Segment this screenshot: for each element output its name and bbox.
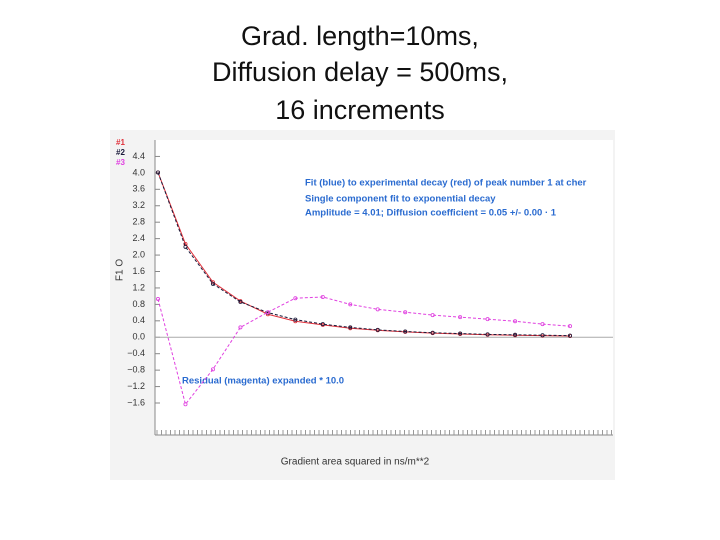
data-point (183, 244, 188, 249)
data-point (238, 299, 243, 304)
y-tick-label: −0.8 (127, 365, 145, 375)
data-point (348, 325, 353, 330)
y-tick-label: −0.4 (127, 348, 145, 358)
y-tick-label: 0.8 (132, 299, 145, 309)
data-point (155, 170, 160, 175)
y-tick-label: −1.2 (127, 381, 145, 391)
data-point (568, 324, 573, 329)
data-point (513, 319, 518, 324)
data-point (485, 332, 490, 337)
data-point (293, 317, 298, 322)
y-tick-label: 2.8 (132, 217, 145, 227)
y-tick-label: 2.0 (132, 249, 145, 259)
y-tick-label: 1.2 (132, 282, 145, 292)
legend-entry: #3 (116, 158, 125, 167)
annotation: Residual (magenta) expanded * 10.0 (182, 376, 344, 387)
y-tick-label: 0.0 (132, 332, 145, 342)
data-point (403, 329, 408, 334)
title-line: 16 increments (275, 95, 445, 125)
data-point (320, 322, 325, 327)
data-point (430, 330, 435, 335)
data-point (403, 310, 408, 315)
data-point (238, 325, 243, 330)
y-tick-label: −1.6 (127, 397, 145, 407)
title-line: Diffusion delay = 500ms, (212, 57, 508, 87)
data-point (348, 302, 353, 307)
y-tick-label: 4.4 (132, 151, 145, 161)
y-tick-label: 1.6 (132, 266, 145, 276)
data-point (485, 317, 490, 322)
data-point (458, 331, 463, 336)
data-point (155, 297, 160, 302)
series-line (157, 296, 571, 406)
data-point (210, 367, 215, 372)
y-tick-label: 4.0 (132, 167, 145, 177)
legend-entry: #2 (116, 148, 125, 157)
annotation: Amplitude = 4.01; Diffusion coefficient … (305, 208, 557, 219)
plot-area (155, 140, 613, 435)
data-point (540, 333, 545, 338)
data-point (375, 327, 380, 332)
data-point (183, 402, 188, 407)
x-axis-label: Gradient area squared in ns/m**2 (281, 457, 430, 468)
data-point (430, 313, 435, 318)
data-point (293, 296, 298, 301)
data-point (458, 315, 463, 320)
y-tick-label: 0.4 (132, 315, 145, 325)
series-line (157, 172, 571, 337)
data-point (375, 307, 380, 312)
y-tick-label: 3.2 (132, 200, 145, 210)
y-tick-label: 2.4 (132, 233, 145, 243)
y-axis-label: F1 O (115, 259, 126, 281)
title-line: Grad. length=10ms, (241, 21, 479, 51)
annotation: Fit (blue) to experimental decay (red) o… (305, 178, 587, 189)
data-point (540, 322, 545, 327)
data-point (513, 332, 518, 337)
data-point (568, 333, 573, 338)
data-point (320, 294, 325, 299)
y-tick-label: 3.6 (132, 184, 145, 194)
data-point (265, 310, 270, 315)
data-point (210, 281, 215, 286)
legend-entry: #1 (116, 138, 125, 147)
annotation: Single component fit to exponential deca… (305, 194, 496, 205)
